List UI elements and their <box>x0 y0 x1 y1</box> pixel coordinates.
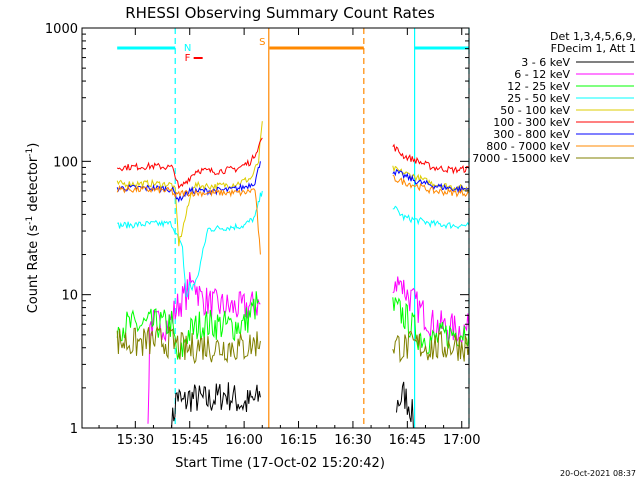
y-tick-label-3: 1000 <box>45 22 78 37</box>
series-6 <box>116 161 470 203</box>
series-1-segment-1 <box>392 276 470 345</box>
series-4-segment-0 <box>116 121 263 247</box>
x-axis-label: Start Time (17-Oct-02 15:20:42) <box>175 456 385 471</box>
legend-header-line-2: FDecim 1, Att 1 <box>551 42 636 55</box>
legend-label-1: 6 - 12 keV <box>514 68 570 81</box>
x-tick-label-2: 16:00 <box>225 433 262 448</box>
axes: 15:30 15:45 16:00 16:15 16:30 16:45 17:00 1 10 10… <box>45 22 481 448</box>
chart-title: RHESSI Observing Summary Count Rates <box>125 4 435 22</box>
series-7-segment-0 <box>116 184 261 255</box>
y-axis-label: Count Rate (s-1 detector-1) <box>25 143 41 314</box>
x-tick-label-6: 17:00 <box>443 433 480 448</box>
series-7-segment-1 <box>392 174 470 198</box>
series-5-segment-1 <box>392 143 470 175</box>
x-tick-label-0: 15:30 <box>117 433 154 448</box>
x-tick-label-1: 15:45 <box>171 433 208 448</box>
series-8 <box>116 325 470 365</box>
x-tick-label-3: 16:15 <box>280 433 317 448</box>
series-8-segment-1 <box>392 330 470 363</box>
legend-label-3: 25 - 50 keV <box>507 92 570 105</box>
series-5 <box>116 137 470 190</box>
y-tick-label-0: 1 <box>70 422 78 437</box>
legend-label-7: 800 - 7000 keV <box>486 140 570 153</box>
plot-frame <box>81 27 470 429</box>
series-6-segment-1 <box>392 168 470 194</box>
legend-header-line-1: Det 1,3,4,5,6,9, <box>550 30 636 43</box>
x-tick-label-5: 16:45 <box>389 433 426 448</box>
series-2-segment-0 <box>116 291 260 360</box>
series-8-segment-0 <box>116 325 261 365</box>
series-0 <box>171 381 415 429</box>
legend-label-0: 3 - 6 keV <box>521 56 570 69</box>
legend-label-6: 300 - 800 keV <box>493 128 570 141</box>
series-2 <box>116 291 470 360</box>
series-5-segment-0 <box>116 137 263 190</box>
series-7 <box>116 174 470 255</box>
flag-label-S: S <box>259 37 265 48</box>
series-0-segment-1 <box>396 381 415 429</box>
series-4-segment-1 <box>392 165 470 192</box>
footer-timestamp: 20-Oct-2021 08:37 <box>560 469 636 478</box>
x-tick-label-4: 16:30 <box>334 433 371 448</box>
series-3-segment-1 <box>392 205 470 230</box>
plot-area: S NF <box>116 28 470 429</box>
flag-mark-N: N <box>184 43 191 54</box>
legend-label-8: 7000 - 15000 keV <box>472 152 570 165</box>
legend-label-5: 100 - 300 keV <box>493 116 570 129</box>
y-tick-label-1: 10 <box>61 289 78 304</box>
series-3-segment-0 <box>117 190 263 298</box>
series-0-segment-0 <box>171 382 261 429</box>
legend: Det 1,3,4,5,6,9, FDecim 1, Att 1 3 - 6 k… <box>472 30 636 165</box>
series-3 <box>117 190 470 298</box>
legend-label-2: 12 - 25 keV <box>507 80 570 93</box>
y-tick-label-2: 100 <box>53 155 78 170</box>
legend-label-4: 50 - 100 keV <box>500 104 570 117</box>
flag-mark-F: F <box>185 53 191 64</box>
series-4 <box>116 121 470 247</box>
